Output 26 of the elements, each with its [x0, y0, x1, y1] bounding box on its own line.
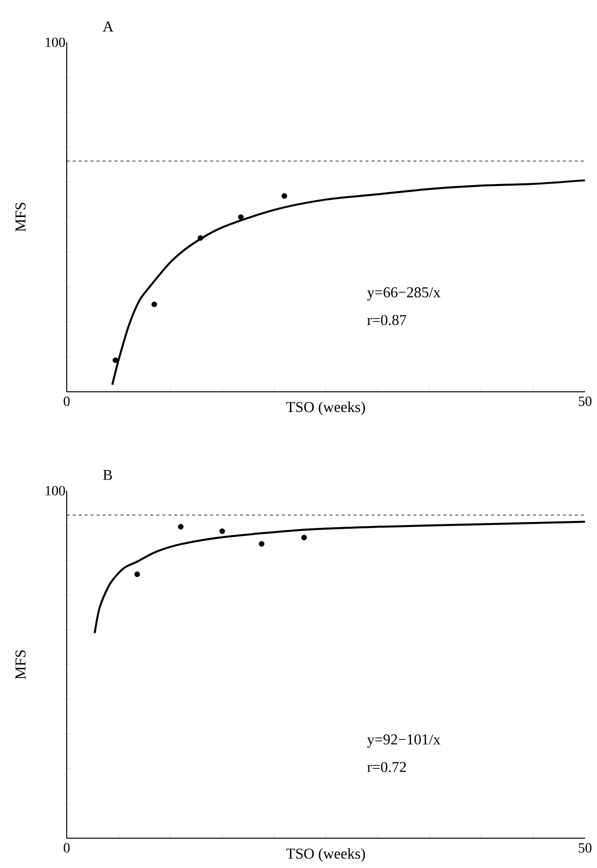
- point: [301, 534, 308, 540]
- y-axis-title: MFS: [16, 202, 26, 232]
- point: [178, 524, 184, 530]
- point: [238, 214, 244, 220]
- text: 100: [46, 486, 66, 496]
- chart-title: B: [103, 470, 112, 480]
- y-axis-title: MFS: [16, 650, 26, 680]
- point: [258, 541, 265, 547]
- x-tick-label: 0: [64, 396, 70, 406]
- point: [198, 235, 204, 241]
- point: [112, 357, 118, 363]
- point: [152, 302, 158, 308]
- x-tick-label: 50: [578, 396, 592, 406]
- point: [134, 571, 140, 578]
- annotation: y=92−101/x: [367, 734, 441, 748]
- annotation: r=0.87: [367, 314, 406, 326]
- x-axis-title: TSO (weeks): [286, 848, 366, 862]
- chart-title: A: [102, 22, 114, 32]
- x-tick-label: 50: [578, 843, 592, 853]
- text: 100: [46, 38, 66, 48]
- x-axis-title: TSO (weeks): [286, 402, 366, 416]
- annotation: y=66−285/x: [367, 287, 441, 300]
- point: [220, 528, 226, 534]
- point: [282, 193, 288, 199]
- annotation: r=0.72: [367, 762, 406, 772]
- x-tick-label: 0: [64, 843, 70, 853]
